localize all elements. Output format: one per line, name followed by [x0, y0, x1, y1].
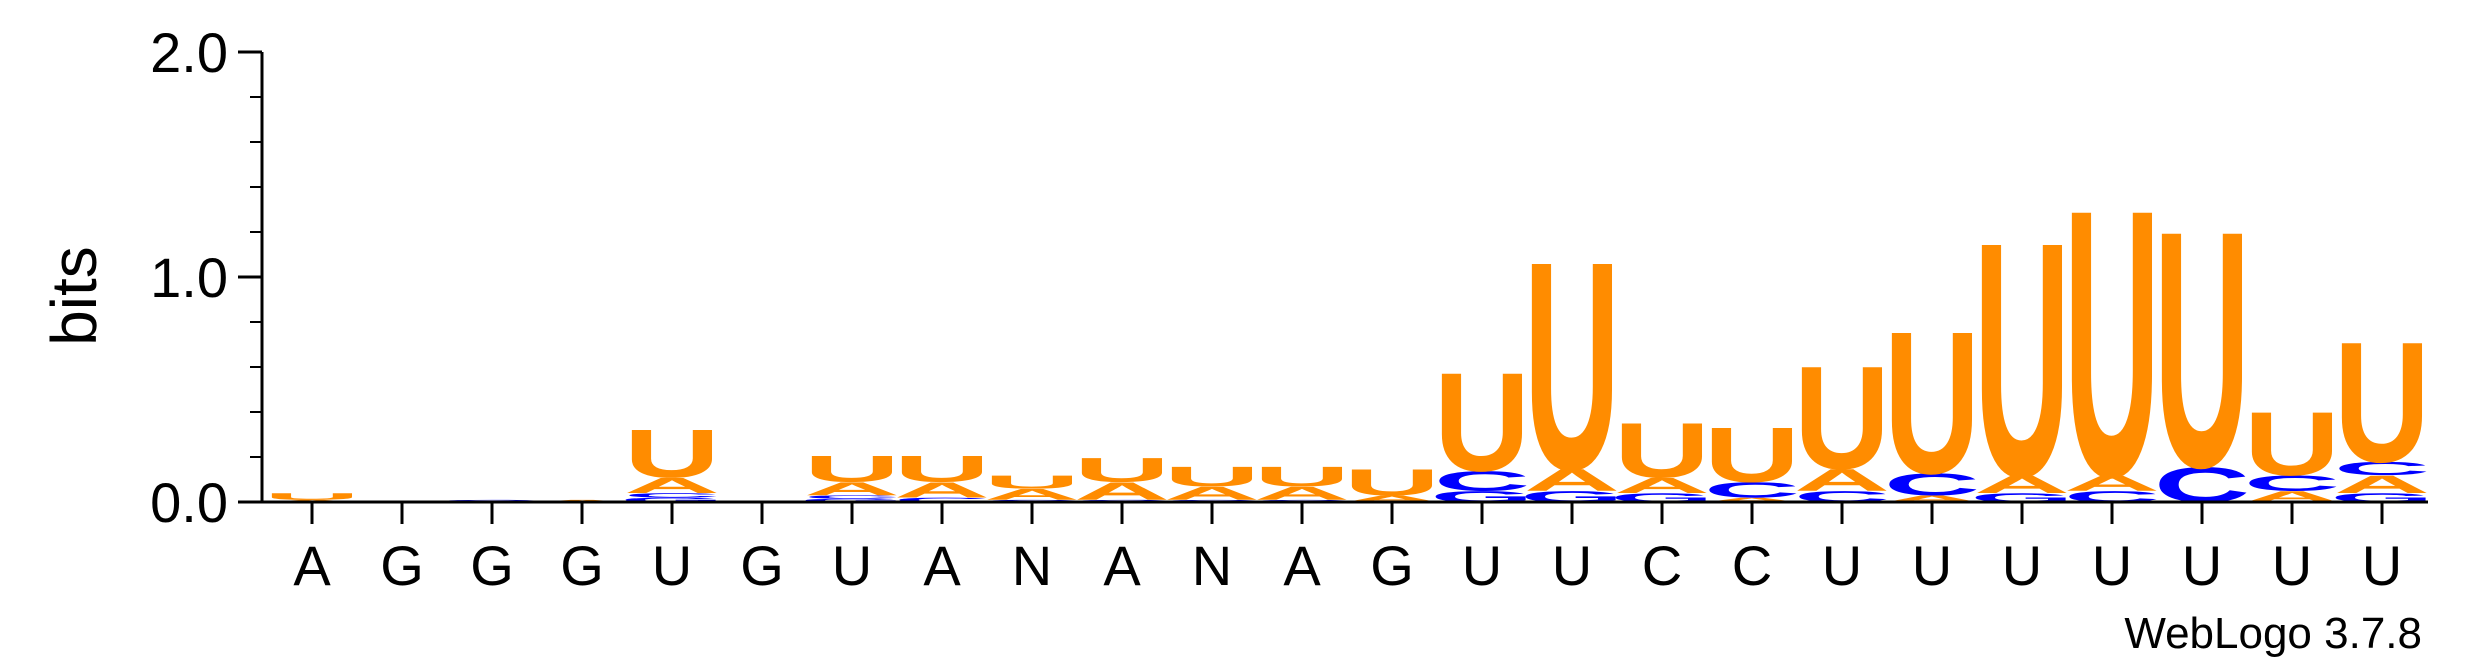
x-tick-label: U [1552, 534, 1592, 597]
x-tick-label: A [923, 534, 961, 597]
glyph-C: C [1704, 478, 1800, 502]
y-tick-label: 0.0 [150, 471, 228, 534]
x-tick-label: U [652, 534, 692, 597]
glyph-C: C [1884, 467, 1980, 502]
glyph-U: U [264, 491, 360, 502]
glyph-A: A [1344, 494, 1440, 505]
glyph-C: C [2244, 471, 2340, 495]
glyph-A: A [894, 478, 990, 502]
glyph-A: A [1164, 483, 1260, 504]
stack-position-11: CAU [1164, 461, 1260, 504]
glyph-A: A [1794, 462, 1890, 497]
glyph-A: A [1704, 496, 1800, 503]
stack-position-8: CAU [894, 448, 990, 504]
glyph-C: C [624, 492, 720, 499]
glyph-U: U [804, 448, 900, 490]
stack-position-14: GCU [1430, 344, 1534, 505]
y-axis-label: bits [38, 246, 110, 346]
x-tick-label: U [2002, 534, 2042, 597]
y-tick-label: 1.0 [150, 246, 228, 309]
glyph-A: A [1884, 494, 1980, 505]
x-tick-label: C [1732, 534, 1772, 597]
x-tick-label: U [1912, 534, 1952, 597]
stack-position-18: CAU [1794, 335, 1890, 505]
glyph-U: U [2154, 162, 2250, 538]
glyph-C: C [894, 496, 990, 503]
stack-position-10: CAU [1074, 451, 1170, 506]
glyph-A: A [1614, 474, 1710, 498]
x-tick-label: A [293, 534, 331, 597]
x-tick-label: U [1462, 534, 1502, 597]
glyph-U: U [2334, 306, 2430, 498]
glyph-U: U [1704, 412, 1800, 499]
glyph-U: U [984, 472, 1080, 493]
x-tick-label: C [1642, 534, 1682, 597]
x-tick-label: G [560, 534, 604, 597]
weblogo-credit: WebLogo 3.7.8 [2124, 609, 2422, 658]
glyph-U: U [1344, 461, 1440, 503]
glyph-U: U [624, 416, 720, 492]
stack-position-13: AU [1344, 461, 1440, 504]
glyph-U: U [1524, 200, 1620, 532]
glyph-A: A [984, 486, 1080, 503]
x-tick-label: A [1103, 534, 1141, 597]
glyph-U: U [1074, 451, 1170, 489]
x-tick-label: U [2362, 534, 2402, 597]
x-tick-label: G [380, 534, 424, 597]
x-tick-label: G [740, 534, 784, 597]
glyph-U: U [1254, 461, 1350, 492]
x-tick-label: N [1192, 534, 1232, 597]
x-tick-label: G [1370, 534, 1414, 597]
stack-position-23: ACU [2244, 394, 2340, 506]
y-tick-label: 2.0 [150, 21, 228, 84]
glyph-U: U [1434, 344, 1530, 501]
glyph-A: A [2334, 471, 2430, 499]
glyph-C: C [1434, 466, 1530, 497]
glyph-G: G [620, 496, 724, 503]
glyph-U: U [2244, 394, 2340, 495]
stack-position-21: CAU [2064, 129, 2160, 556]
stack-position-12: CAU [1254, 461, 1350, 504]
stack-position-17: ACU [1704, 412, 1800, 504]
glyph-A: A [1524, 462, 1620, 497]
x-tick-label: G [470, 534, 514, 597]
y-axis: 0.0 1.0 2.0 [150, 21, 262, 534]
stack-position-16: GAU [1610, 407, 1714, 505]
x-tick-label: A [1283, 534, 1321, 597]
glyph-A: A [1974, 471, 2070, 499]
glyph-A: A [624, 474, 720, 498]
glyph-A: A [804, 479, 900, 500]
x-tick-label: N [1012, 534, 1052, 597]
glyph-C: C [2334, 458, 2430, 479]
glyph-U: U [1974, 173, 2070, 546]
glyph-A: A [1254, 483, 1350, 504]
x-tick-label: U [1822, 534, 1862, 597]
x-tick-label: U [2272, 534, 2312, 597]
stack-position-20: GAU [1970, 173, 2074, 546]
glyph-U: U [894, 448, 990, 490]
glyph-A: A [2064, 471, 2160, 495]
letter-stacks: AUGGAGCAUGCAUCAUCAUCAUCAUCAUAUGCUGAUGAUA… [264, 129, 2434, 556]
x-tick-label: U [2092, 534, 2132, 597]
x-tick-label: U [832, 534, 872, 597]
x-tick-label: U [2182, 534, 2222, 597]
stack-position-15: GAU [1520, 200, 1624, 532]
glyph-U: U [1614, 407, 1710, 494]
glyph-U: U [1794, 335, 1890, 499]
glyph-G: G [800, 498, 904, 503]
glyph-U: U [1164, 461, 1260, 492]
glyph-U: U [1884, 289, 1980, 516]
stack-position-22: CU [2154, 162, 2250, 538]
stack-position-19: ACU [1884, 289, 1980, 516]
glyph-C: C [804, 494, 900, 499]
stack-position-9: CAU [984, 472, 1080, 503]
glyph-U: U [2064, 129, 2160, 556]
